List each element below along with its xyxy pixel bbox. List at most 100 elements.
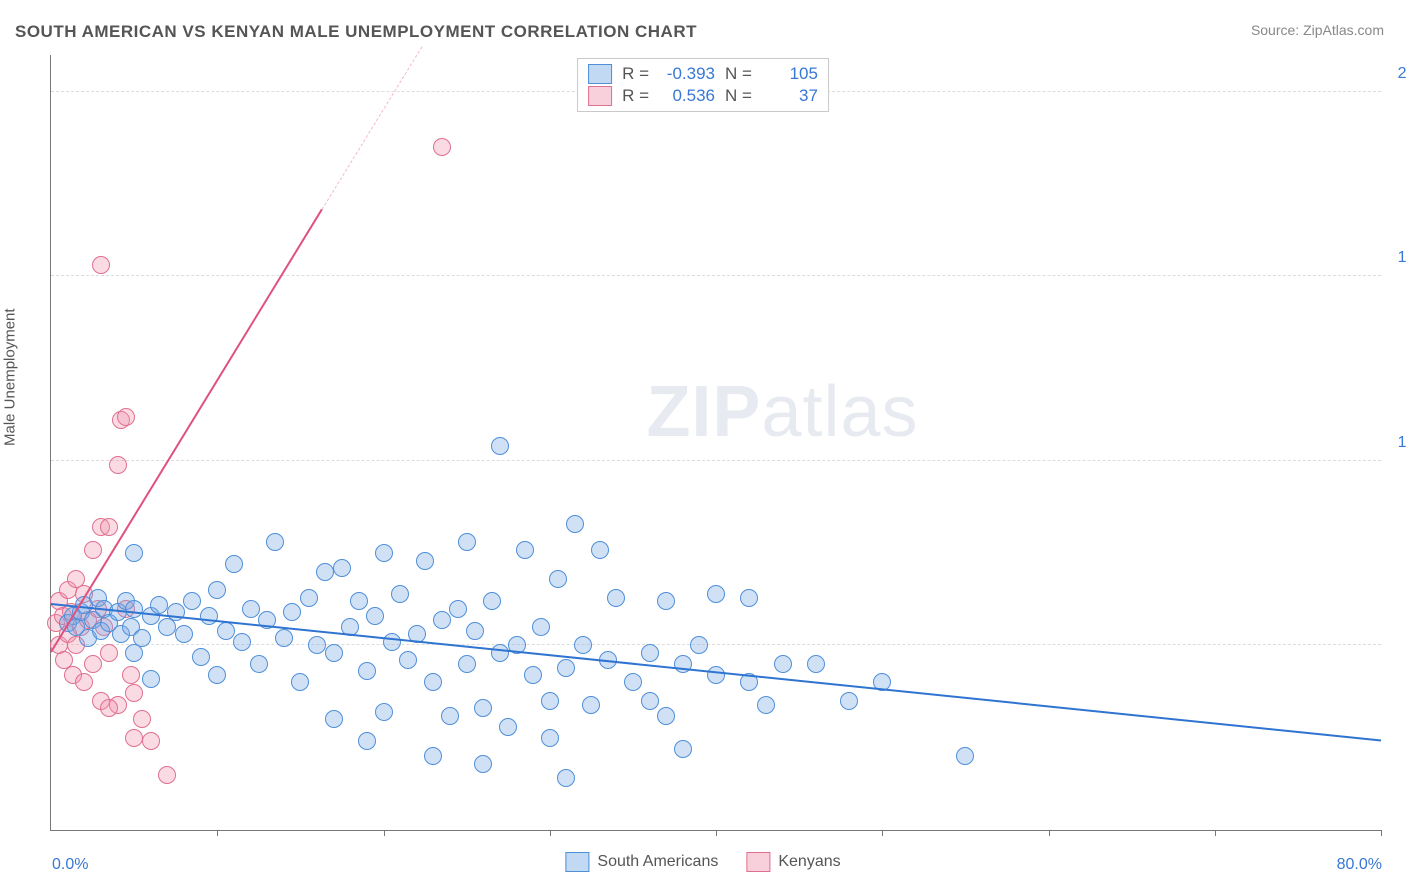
- data-point: [956, 747, 974, 765]
- trend-line: [51, 603, 1381, 742]
- data-point: [591, 541, 609, 559]
- gridline: [51, 275, 1381, 276]
- plot-area: ZIPatlas 5.0%10.0%15.0%20.0%: [50, 55, 1381, 831]
- data-point: [167, 603, 185, 621]
- trend-line: [322, 47, 423, 210]
- data-point: [566, 515, 584, 533]
- swatch-2: [746, 852, 770, 872]
- data-point: [242, 600, 260, 618]
- data-point: [433, 138, 451, 156]
- watermark: ZIPatlas: [646, 371, 918, 453]
- data-point: [707, 585, 725, 603]
- data-point: [133, 710, 151, 728]
- data-point: [208, 666, 226, 684]
- data-point: [641, 644, 659, 662]
- data-point: [183, 592, 201, 610]
- data-point: [150, 596, 168, 614]
- data-point: [516, 541, 534, 559]
- data-point: [416, 552, 434, 570]
- data-point: [92, 256, 110, 274]
- data-point: [449, 600, 467, 618]
- data-point: [574, 636, 592, 654]
- data-point: [125, 684, 143, 702]
- r-value-2: 0.536: [659, 86, 715, 106]
- data-point: [840, 692, 858, 710]
- data-point: [275, 629, 293, 647]
- chart-title: SOUTH AMERICAN VS KENYAN MALE UNEMPLOYME…: [15, 22, 697, 42]
- data-point: [641, 692, 659, 710]
- x-tick: [217, 830, 218, 836]
- data-point: [142, 670, 160, 688]
- n-value-1: 105: [762, 64, 818, 84]
- data-point: [192, 648, 210, 666]
- data-point: [325, 644, 343, 662]
- y-tick-label: 15.0%: [1398, 249, 1406, 267]
- data-point: [807, 655, 825, 673]
- data-point: [142, 732, 160, 750]
- data-point: [100, 644, 118, 662]
- data-point: [474, 699, 492, 717]
- data-point: [117, 408, 135, 426]
- data-point: [541, 692, 559, 710]
- data-point: [424, 673, 442, 691]
- legend-item-2: Kenyans: [746, 852, 840, 872]
- r-value-1: -0.393: [659, 64, 715, 84]
- data-point: [350, 592, 368, 610]
- data-point: [391, 585, 409, 603]
- data-point: [308, 636, 326, 654]
- data-point: [557, 659, 575, 677]
- data-point: [266, 533, 284, 551]
- data-point: [175, 625, 193, 643]
- x-axis-label-right: 80.0%: [1337, 856, 1382, 874]
- legend-row-series-2: R = 0.536 N = 37: [588, 85, 818, 107]
- data-point: [757, 696, 775, 714]
- data-point: [366, 607, 384, 625]
- data-point: [657, 707, 675, 725]
- data-point: [466, 622, 484, 640]
- data-point: [125, 600, 143, 618]
- data-point: [458, 533, 476, 551]
- data-point: [483, 592, 501, 610]
- legend-item-1: South Americans: [565, 852, 718, 872]
- data-point: [657, 592, 675, 610]
- data-point: [84, 541, 102, 559]
- data-point: [375, 544, 393, 562]
- data-point: [458, 655, 476, 673]
- data-point: [100, 518, 118, 536]
- data-point: [283, 603, 301, 621]
- data-point: [125, 729, 143, 747]
- x-tick: [384, 830, 385, 836]
- n-value-2: 37: [762, 86, 818, 106]
- data-point: [109, 456, 127, 474]
- data-point: [524, 666, 542, 684]
- data-point: [125, 644, 143, 662]
- data-point: [333, 559, 351, 577]
- y-axis-label: Male Unemployment: [2, 308, 19, 446]
- data-point: [250, 655, 268, 673]
- data-point: [158, 766, 176, 784]
- data-point: [217, 622, 235, 640]
- data-point: [474, 755, 492, 773]
- data-point: [707, 666, 725, 684]
- swatch-series-1: [588, 64, 612, 84]
- data-point: [433, 611, 451, 629]
- data-point: [674, 740, 692, 758]
- data-point: [582, 696, 600, 714]
- data-point: [774, 655, 792, 673]
- data-point: [607, 589, 625, 607]
- x-axis-label-left: 0.0%: [52, 856, 88, 874]
- data-point: [383, 633, 401, 651]
- data-point: [358, 732, 376, 750]
- swatch-1: [565, 852, 589, 872]
- y-tick-label: 20.0%: [1398, 65, 1406, 83]
- data-point: [491, 644, 509, 662]
- chart-container: SOUTH AMERICAN VS KENYAN MALE UNEMPLOYME…: [0, 0, 1406, 892]
- data-point: [84, 655, 102, 673]
- series-legend: South Americans Kenyans: [565, 852, 840, 872]
- x-tick: [882, 830, 883, 836]
- data-point: [424, 747, 442, 765]
- data-point: [375, 703, 393, 721]
- swatch-series-2: [588, 86, 612, 106]
- legend-row-series-1: R = -0.393 N = 105: [588, 63, 818, 85]
- data-point: [541, 729, 559, 747]
